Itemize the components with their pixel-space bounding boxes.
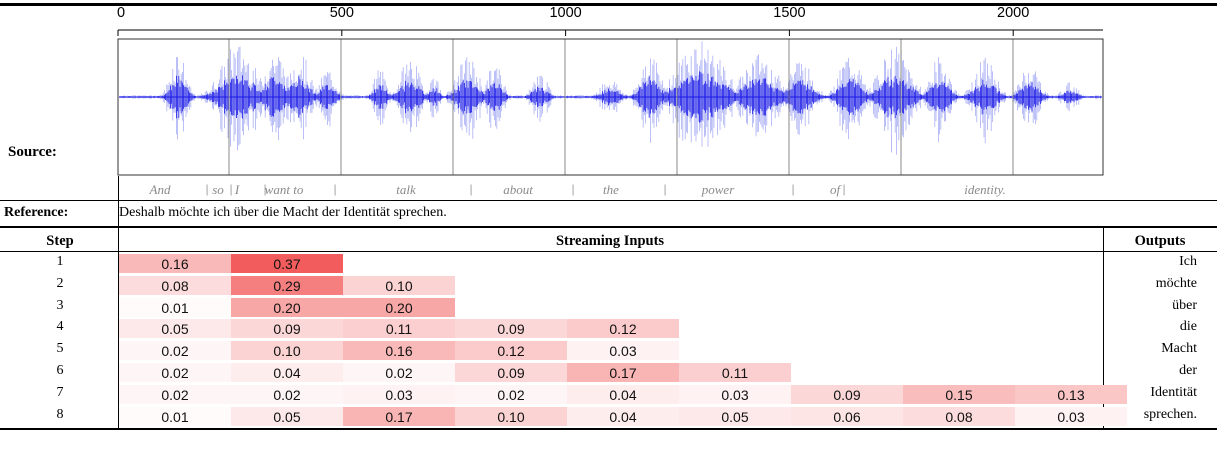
step-number: 6 [45, 363, 75, 379]
reference-text: Deshalb möchte ich über die Macht der Id… [119, 205, 447, 221]
attention-cell: 0.12 [455, 341, 567, 360]
source-label: Source: [8, 144, 57, 161]
output-token: Identität [1150, 385, 1197, 401]
output-token: die [1180, 319, 1197, 335]
attention-cell: 0.16 [343, 341, 455, 360]
waveform-figure [0, 0, 1217, 200]
attention-cell: 0.06 [791, 407, 903, 426]
output-token: der [1179, 363, 1197, 379]
attention-cell: 0.09 [455, 319, 567, 338]
attention-cell: 0.37 [231, 254, 343, 273]
word-separator: | [230, 181, 233, 197]
attention-cell: 0.02 [119, 363, 231, 382]
attention-cell: 0.02 [119, 385, 231, 404]
axis-tick-label: 500 [330, 5, 354, 21]
reference-label: Reference: [4, 205, 68, 221]
word-separator: | [264, 181, 267, 197]
word-separator: | [206, 181, 209, 197]
attention-cell: 0.04 [567, 385, 679, 404]
output-token: Ich [1179, 254, 1197, 270]
attention-cell: 0.02 [455, 385, 567, 404]
step-header: Step [46, 233, 73, 250]
step-number: 4 [45, 319, 75, 335]
attention-cell: 0.10 [455, 407, 567, 426]
attention-cell: 0.03 [343, 385, 455, 404]
output-token: über [1172, 298, 1197, 314]
attention-cell: 0.12 [567, 319, 679, 338]
word-separator: | [470, 181, 473, 197]
word-separator: | [664, 181, 667, 197]
attention-cell: 0.02 [343, 363, 455, 382]
word-separator: | [572, 181, 575, 197]
bottom-rule [0, 428, 1217, 430]
waveform [119, 42, 1102, 155]
waveform-envelope [120, 42, 1100, 155]
attention-cell: 0.10 [231, 341, 343, 360]
attention-cell: 0.05 [679, 407, 791, 426]
attention-cell: 0.11 [679, 363, 791, 382]
attention-cell: 0.09 [791, 385, 903, 404]
output-token: sprechen. [1144, 407, 1197, 423]
attention-cell: 0.01 [119, 407, 231, 426]
attention-cell: 0.08 [119, 276, 231, 295]
source-word: I [235, 182, 239, 198]
attention-cell: 0.20 [343, 298, 455, 317]
source-word: identity. [964, 182, 1006, 198]
attention-cell: 0.15 [903, 385, 1015, 404]
source-word: power [702, 182, 735, 198]
attention-cell: 0.03 [679, 385, 791, 404]
word-separator: | [334, 181, 337, 197]
step-number: 2 [45, 276, 75, 292]
axis-tick-label: 2000 [997, 5, 1029, 21]
axis-tick-label: 1000 [549, 5, 581, 21]
source-word: so [212, 182, 224, 198]
reference-rule [0, 226, 1217, 228]
attention-cell: 0.03 [567, 341, 679, 360]
words-rule [0, 200, 1217, 201]
source-word: talk [396, 182, 416, 198]
attention-cell: 0.08 [903, 407, 1015, 426]
attention-cell: 0.11 [343, 319, 455, 338]
attention-cell: 0.02 [119, 341, 231, 360]
axis-tick-label: 1500 [773, 5, 805, 21]
axis-ticks [118, 30, 1013, 36]
attention-cell: 0.05 [119, 319, 231, 338]
attention-cell: 0.17 [343, 407, 455, 426]
attention-cell: 0.04 [231, 363, 343, 382]
attention-cell: 0.05 [231, 407, 343, 426]
attention-cell: 0.17 [567, 363, 679, 382]
word-separator: | [843, 181, 846, 197]
attention-cell: 0.09 [231, 319, 343, 338]
axis-tick-label: 0 [117, 5, 125, 21]
source-word: And [150, 182, 171, 198]
output-token: möchte [1156, 276, 1197, 292]
attention-cell: 0.29 [231, 276, 343, 295]
attention-cell: 0.03 [1015, 407, 1127, 426]
step-number: 7 [45, 385, 75, 401]
source-word: about [503, 182, 533, 198]
attention-cell: 0.09 [455, 363, 567, 382]
attention-cell: 0.10 [343, 276, 455, 295]
step-number: 8 [45, 407, 75, 423]
attention-cell: 0.04 [567, 407, 679, 426]
top-rule [0, 3, 1217, 6]
attention-cell: 0.02 [231, 385, 343, 404]
attention-cell: 0.20 [231, 298, 343, 317]
step-number: 3 [45, 298, 75, 314]
attention-cell: 0.01 [119, 298, 231, 317]
source-word: the [603, 182, 619, 198]
output-token: Macht [1161, 341, 1197, 357]
source-word: want to [265, 182, 304, 198]
step-number: 5 [45, 341, 75, 357]
attention-cell: 0.16 [119, 254, 231, 273]
attention-cell: 0.13 [1015, 385, 1127, 404]
word-separator: | [792, 181, 795, 197]
header-rule [0, 251, 1217, 252]
source-word: of [830, 182, 840, 198]
inputs-header: Streaming Inputs [556, 233, 664, 250]
outputs-header: Outputs [1135, 233, 1186, 250]
step-number: 1 [45, 254, 75, 270]
waveform-frame [118, 39, 1103, 175]
